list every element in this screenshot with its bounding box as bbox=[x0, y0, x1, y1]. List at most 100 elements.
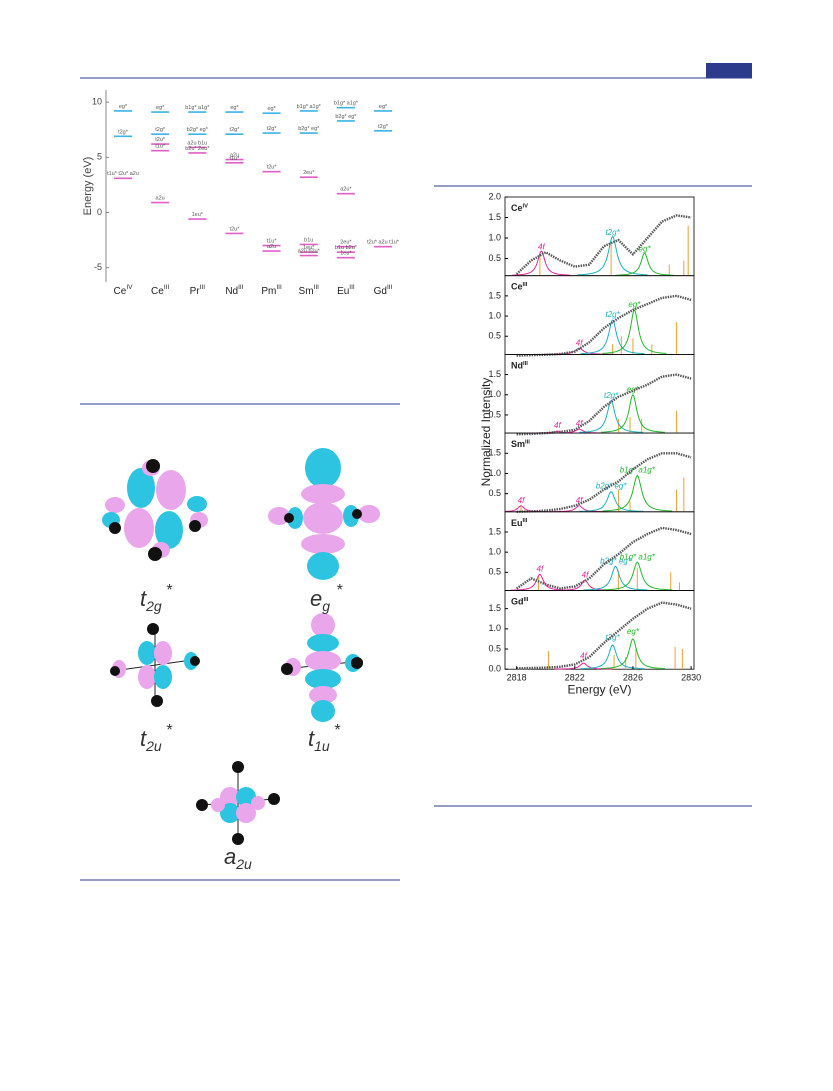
y-tick-label: 1.0 bbox=[488, 310, 501, 320]
x-tick-label: 2830 bbox=[681, 673, 701, 683]
oxidation: III bbox=[524, 596, 529, 602]
level-label: t2u* a2u t1u* bbox=[367, 240, 400, 246]
element: Ce bbox=[114, 286, 127, 297]
level-label: a2u b1u bbox=[187, 140, 207, 146]
y-tick-label: 0.5 bbox=[488, 567, 501, 577]
peak-label: 4f bbox=[537, 564, 544, 573]
y-tick-label: 1.5 bbox=[488, 212, 501, 222]
orbital-sup: * bbox=[334, 722, 341, 739]
orbital-t1u bbox=[281, 613, 364, 722]
orbital-sub: 2g bbox=[145, 598, 162, 614]
element: Eu bbox=[511, 518, 523, 528]
orbital-sub: g bbox=[322, 598, 330, 614]
peak-label: t2g* bbox=[605, 633, 620, 642]
peak-label: 4f bbox=[582, 571, 589, 580]
peak-component bbox=[602, 309, 667, 354]
orbital-eg bbox=[268, 448, 380, 580]
y-tick-label: 0.5 bbox=[488, 488, 501, 498]
level-label: b2g* eg* bbox=[298, 126, 320, 132]
level-label: a2u b2u* bbox=[298, 248, 321, 254]
element-label: EuIII bbox=[337, 284, 355, 297]
element: Pm bbox=[261, 286, 276, 297]
element-label: CeIII bbox=[511, 282, 528, 292]
oxidation: III bbox=[523, 282, 528, 288]
element: Gd bbox=[374, 286, 387, 297]
orbital-sub: 2u bbox=[235, 856, 252, 872]
element-label: GdIII bbox=[511, 596, 529, 606]
orbital-sub: 1u bbox=[314, 738, 330, 754]
peak-label: t2g* bbox=[605, 228, 620, 237]
level-label: b1u bbox=[304, 237, 313, 243]
level-label: b1g* a1g* bbox=[297, 104, 322, 110]
y-tick-label: 0.0 bbox=[488, 664, 501, 674]
element: Ce bbox=[511, 203, 523, 213]
level-label: a2u* bbox=[340, 187, 352, 193]
level-label: 2eu* bbox=[340, 240, 352, 246]
element-label: CeIV bbox=[114, 284, 134, 297]
element-label: SmIII bbox=[511, 439, 530, 449]
orbital-label: t1u* bbox=[308, 722, 341, 753]
peak-label: eg* bbox=[639, 245, 652, 254]
level-label: t2u* bbox=[155, 137, 166, 143]
orbital-label: t2g* bbox=[140, 582, 173, 613]
level-label: t2g* bbox=[267, 126, 278, 132]
level-label: eg* bbox=[379, 104, 388, 110]
peak-component bbox=[580, 319, 645, 355]
oxidation: III bbox=[314, 284, 320, 291]
orbital-sup: * bbox=[336, 582, 343, 599]
orbital-t2u bbox=[110, 623, 200, 707]
level-label: b1u b2u* bbox=[335, 245, 358, 251]
level-label: 2eu* bbox=[303, 170, 315, 176]
oxidation: IV bbox=[523, 203, 529, 209]
orbital-t2g bbox=[102, 459, 208, 561]
y-tick-label: 1.0 bbox=[488, 468, 501, 478]
peak-label: eg* bbox=[627, 627, 640, 636]
y-tick-label: 1.5 bbox=[488, 448, 501, 458]
orbital-label: t2u* bbox=[140, 722, 173, 753]
orbital-a2u bbox=[196, 761, 280, 845]
x-axis-label: Energy (eV) bbox=[567, 682, 631, 696]
y-tick-label: 1.0 bbox=[488, 623, 501, 633]
oxidation: III bbox=[276, 284, 282, 291]
y-tick-label: 0.5 bbox=[488, 253, 501, 263]
level-label: t2g* bbox=[118, 129, 129, 135]
level-label: eg* bbox=[119, 104, 128, 110]
y-axis-label: Energy (eV) bbox=[82, 157, 94, 216]
y-tick-label: 2.0 bbox=[488, 191, 501, 201]
y-tick-label: 0.5 bbox=[488, 331, 501, 341]
oxidation: III bbox=[164, 284, 170, 291]
peak-component bbox=[577, 236, 648, 276]
element: Sm bbox=[511, 439, 525, 449]
peak-label: b1g* a1g* bbox=[620, 552, 656, 561]
element-label: PmIII bbox=[261, 284, 282, 297]
peak-component bbox=[600, 393, 665, 433]
peak-label: b1g* a1g* bbox=[620, 466, 656, 475]
level-label: b1g* a1g* bbox=[185, 105, 210, 111]
peak-component bbox=[601, 638, 665, 669]
element-label: NdIII bbox=[225, 284, 243, 297]
oxidation: III bbox=[523, 360, 528, 366]
peak-component bbox=[512, 250, 571, 276]
element-label: GdIII bbox=[374, 284, 393, 297]
experimental-curve bbox=[516, 601, 692, 670]
orbital-base: t bbox=[308, 726, 315, 751]
orbital-base: a bbox=[224, 844, 236, 869]
peak-component bbox=[579, 400, 644, 433]
peak-label: b2g* eg* bbox=[600, 556, 632, 565]
x-tick-label: 2818 bbox=[507, 673, 527, 683]
oxidation: III bbox=[523, 518, 528, 524]
level-label: b2u* 2eu* bbox=[185, 146, 210, 152]
oxidation: IV bbox=[126, 284, 133, 291]
orbital-base: t bbox=[140, 726, 147, 751]
orbital-sub: 2u bbox=[145, 738, 162, 754]
orbital-base: t bbox=[140, 586, 147, 611]
peak-component bbox=[505, 505, 548, 513]
peak-label: 4f bbox=[580, 651, 587, 660]
peak-component bbox=[579, 490, 644, 512]
level-label: eg* bbox=[156, 105, 165, 111]
level-label: t2u* bbox=[267, 165, 278, 171]
peak-component bbox=[602, 561, 673, 591]
orbital-label: eg * bbox=[310, 582, 343, 613]
experimental-curve bbox=[516, 294, 692, 357]
